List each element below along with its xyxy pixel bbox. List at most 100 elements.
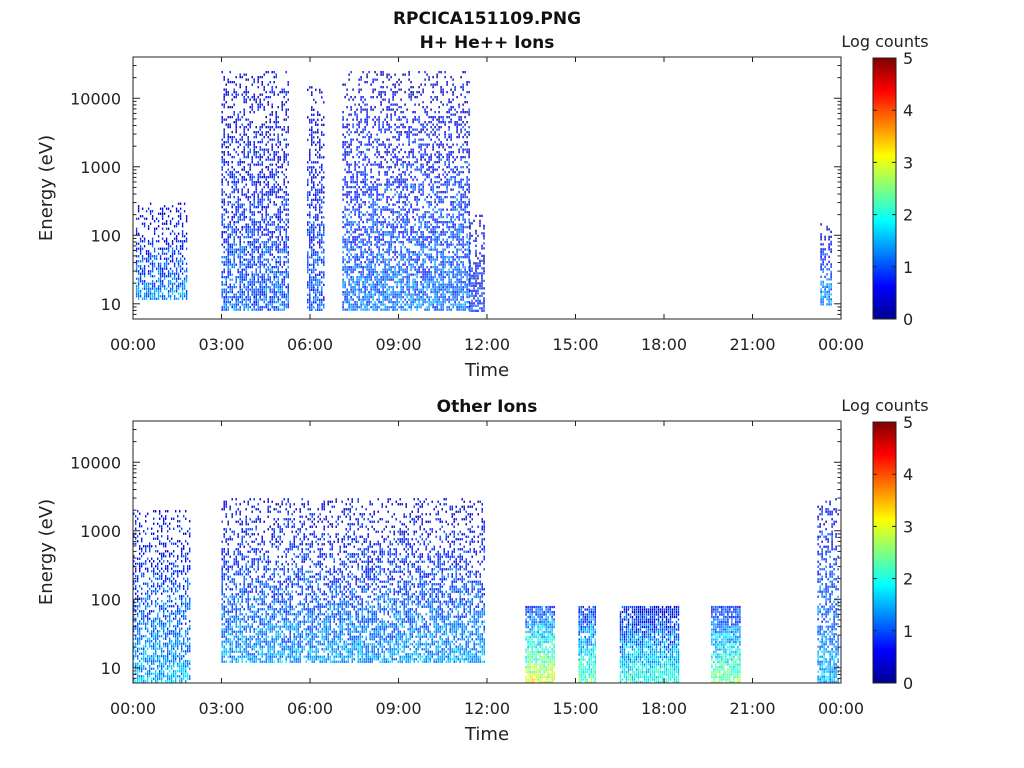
spectrogram-cell (221, 233, 223, 236)
spectrogram-cell (265, 271, 267, 274)
spectrogram-cell (452, 231, 454, 234)
spectrogram-cell (442, 233, 444, 236)
spectrogram-cell (141, 267, 144, 270)
spectrogram-cell (285, 93, 287, 96)
spectrogram-cell (430, 116, 432, 119)
spectrogram-cell (456, 126, 458, 129)
spectrogram-cell (428, 273, 430, 276)
spectrogram-cell (221, 151, 223, 154)
spectrogram-cell (424, 108, 426, 111)
spectrogram-cell (265, 193, 267, 196)
spectrogram-cell (311, 141, 313, 144)
spectrogram-cell (344, 223, 346, 226)
spectrogram-cell (249, 266, 251, 269)
spectrogram-cell (173, 237, 176, 240)
spectrogram-cell (307, 263, 309, 266)
spectrogram-cell (450, 243, 452, 246)
spectrogram-cell (374, 231, 376, 234)
spectrogram-cell (344, 206, 346, 209)
spectrogram-cell (251, 181, 253, 184)
spectrogram-cell (171, 260, 174, 263)
spectrogram-cell (285, 268, 287, 271)
spectrogram-cell (422, 291, 424, 294)
spectrogram-cell (440, 141, 442, 144)
spectrogram-cell (269, 303, 271, 306)
spectrogram-cell (432, 283, 434, 286)
spectrogram-cell (360, 143, 362, 146)
spectrogram-cell (410, 131, 412, 134)
spectrogram-cell (257, 258, 259, 261)
spectrogram-cell (376, 288, 378, 291)
spectrogram-cell (442, 216, 444, 219)
spectrogram-cell (370, 176, 372, 179)
spectrogram-cell (269, 216, 271, 219)
spectrogram-cell (261, 208, 263, 211)
spectrogram-cell (430, 213, 432, 216)
spectrogram-cell (400, 291, 402, 294)
spectrogram-cell (388, 306, 390, 309)
spectrogram-cell (279, 298, 281, 301)
spectrogram-cell (368, 308, 370, 311)
spectrogram-cell (384, 158, 386, 161)
spectrogram-cell (428, 121, 430, 124)
spectrogram-cell (386, 76, 388, 79)
spectrogram-cell (221, 273, 223, 276)
spectrogram-cell (253, 231, 255, 234)
spectrogram-cell (257, 251, 259, 254)
spectrogram-cell (448, 126, 450, 129)
spectrogram-cell (398, 253, 400, 256)
spectrogram-cell (275, 76, 277, 79)
spectrogram-cell (153, 275, 156, 278)
spectrogram-cell (271, 111, 273, 114)
spectrogram-cell (273, 128, 275, 131)
spectrogram-cell (384, 291, 386, 294)
spectrogram-cell (350, 71, 352, 74)
spectrogram-cell (376, 141, 378, 144)
spectrogram-cell (277, 283, 279, 286)
spectrogram-cell (432, 276, 434, 279)
spectrogram-cell (398, 296, 400, 299)
spectrogram-cell (448, 101, 450, 104)
spectrogram-cell (281, 291, 283, 294)
spectrogram-cell (394, 188, 396, 191)
spectrogram-cell (398, 268, 400, 271)
spectrogram-cell (273, 306, 275, 309)
spectrogram-cell (344, 268, 346, 271)
spectrogram-cell (400, 226, 402, 229)
spectrogram-cell (253, 258, 255, 261)
spectrogram-cell (317, 173, 319, 176)
spectrogram-cell (263, 123, 265, 126)
spectrogram-cell (406, 258, 408, 261)
spectrogram-cell (370, 258, 372, 261)
spectrogram-cell (438, 281, 440, 284)
spectrogram-cell (315, 101, 317, 104)
spectrogram-cell (141, 280, 144, 283)
spectrogram-cell (416, 268, 418, 271)
spectrogram-cell (354, 186, 356, 189)
spectrogram-cell (404, 303, 406, 306)
spectrogram-cell (432, 143, 434, 146)
spectrogram-cell (257, 231, 259, 234)
spectrogram-cell (452, 106, 454, 109)
spectrogram-cell (319, 258, 321, 261)
spectrogram-cell (311, 133, 313, 136)
spectrogram-cell (251, 286, 253, 289)
spectrogram-cell (277, 156, 279, 159)
spectrogram-cell (342, 241, 344, 244)
spectrogram-cell (251, 218, 253, 221)
spectrogram-cell (253, 148, 255, 151)
spectrogram-cell (243, 73, 245, 76)
spectrogram-cell (396, 256, 398, 259)
spectrogram-cell (428, 231, 430, 234)
spectrogram-cell (388, 231, 390, 234)
spectrogram-cell (424, 286, 426, 289)
spectrogram-cell (434, 83, 436, 86)
spectrogram-cell (265, 143, 267, 146)
spectrogram-cell (247, 308, 249, 311)
spectrogram-cell (348, 273, 350, 276)
spectrogram-cell (418, 168, 420, 171)
spectrogram-cell (442, 173, 444, 176)
spectrogram-cell (149, 222, 152, 225)
spectrogram-cell (356, 198, 358, 201)
spectrogram-cell (432, 116, 434, 119)
